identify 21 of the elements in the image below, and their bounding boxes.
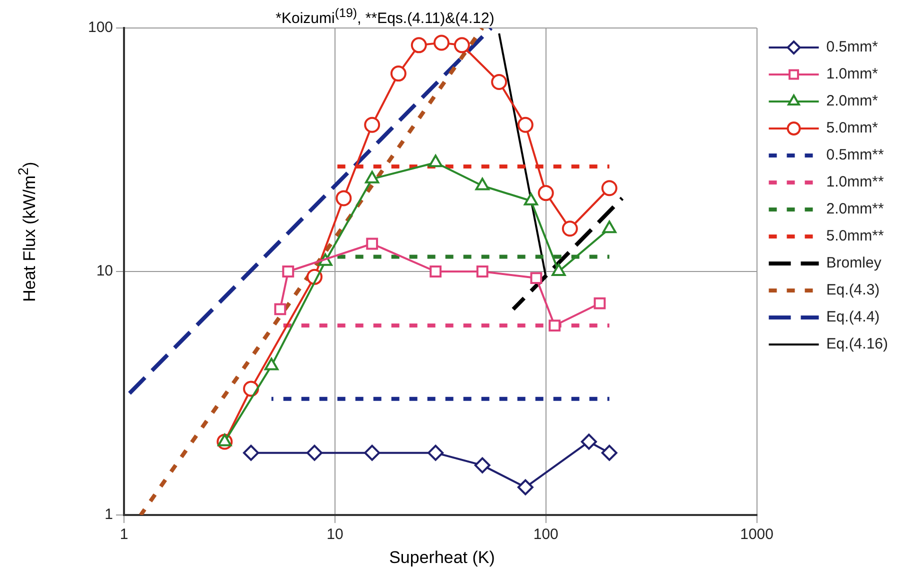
- legend-label: 1.0mm*: [826, 66, 878, 83]
- x-tick-label: 10: [326, 526, 344, 544]
- chart-title: *Koizumi$^{(19)}$, **Eqs.(4.11)&(4.12): [274, 6, 496, 27]
- legend-label: Eq.(4.16): [826, 336, 888, 353]
- y-tick-label: 100: [88, 19, 114, 36]
- legend-label: 1.0mm**: [826, 174, 884, 191]
- legend-label: 5.0mm*: [826, 120, 878, 137]
- legend-label: 5.0mm**: [826, 228, 884, 245]
- legend-label: Eq.(4.4): [826, 308, 880, 326]
- legend-label: Eq.(4.3): [826, 282, 880, 299]
- x-tick-label: 1000: [740, 526, 774, 544]
- x-tick-label: 1: [120, 526, 128, 544]
- legend-label: Bromley: [826, 254, 882, 272]
- legend-label: 0.5mm*: [826, 38, 878, 56]
- legend-label: 0.5mm**: [826, 146, 884, 164]
- legend-label: 2.0mm**: [826, 200, 884, 218]
- y-tick-label: 1: [104, 506, 114, 524]
- x-tick-label: 100: [533, 526, 558, 544]
- legend-label: 2.0mm*: [826, 92, 878, 110]
- y-tick-label: 10: [96, 262, 114, 280]
- x-axis-title: Superheat (K): [388, 548, 496, 568]
